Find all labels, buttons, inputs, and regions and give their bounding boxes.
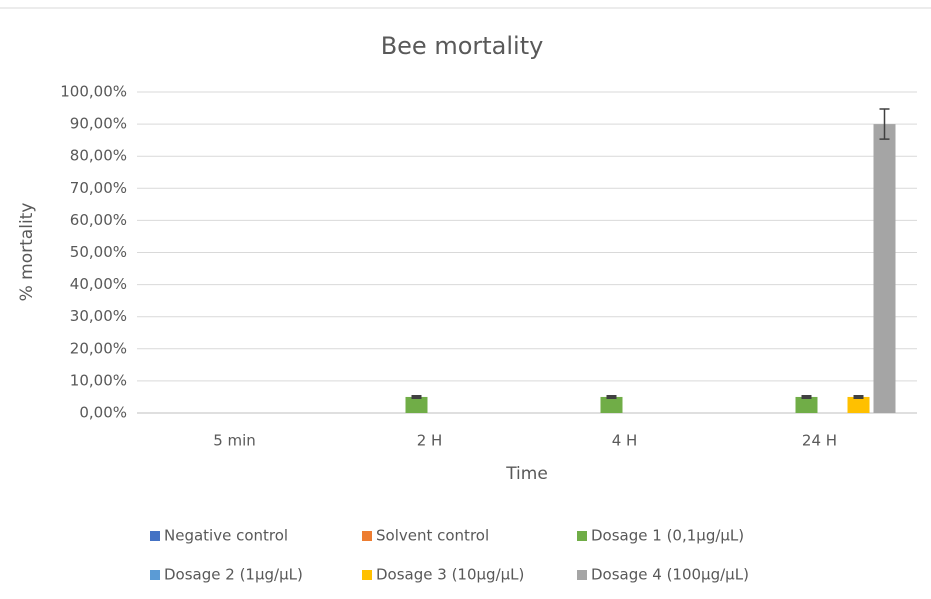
y-tick-label: 70,00% [70,179,127,197]
legend-label: Dosage 3 (10µg/µL) [376,566,524,584]
y-tick-label: 20,00% [70,339,127,357]
y-tick-label: 50,00% [70,243,127,261]
bar [847,396,870,413]
legend-swatch [150,570,160,580]
y-tick-label: 10,00% [70,371,127,389]
legend-label: Negative control [164,527,288,545]
x-tick-label: 4 H [612,432,638,450]
x-axis-label: Time [505,464,548,484]
legend-swatch [362,531,372,541]
legend-label: Dosage 4 (100µg/µL) [591,566,749,584]
y-tick-label: 40,00% [70,275,127,293]
y-tick-label: 80,00% [70,147,127,165]
legend-label: Solvent control [376,527,489,545]
error-bar [879,108,890,140]
y-tick-label: 90,00% [70,115,127,133]
legend-swatch [362,570,372,580]
legend-label: Dosage 2 (1µg/µL) [164,566,303,584]
x-tick-label: 2 H [417,432,443,450]
y-tick-label: 30,00% [70,307,127,325]
y-tick-label: 0,00% [79,404,127,422]
legend-swatch [577,570,587,580]
x-tick-label: 5 min [213,432,256,450]
bar [600,396,623,413]
legend-swatch [577,531,587,541]
legend-label: Dosage 1 (0,1µg/µL) [591,527,744,545]
y-tick-label: 60,00% [70,211,127,229]
chart-title: Bee mortality [381,32,544,60]
y-tick-label: 100,00% [60,83,127,101]
x-tick-label: 24 H [802,432,837,450]
bar [795,396,818,413]
bar [405,396,428,413]
legend-swatch [150,531,160,541]
bar [873,124,896,413]
y-axis-label: % mortality [17,203,37,302]
